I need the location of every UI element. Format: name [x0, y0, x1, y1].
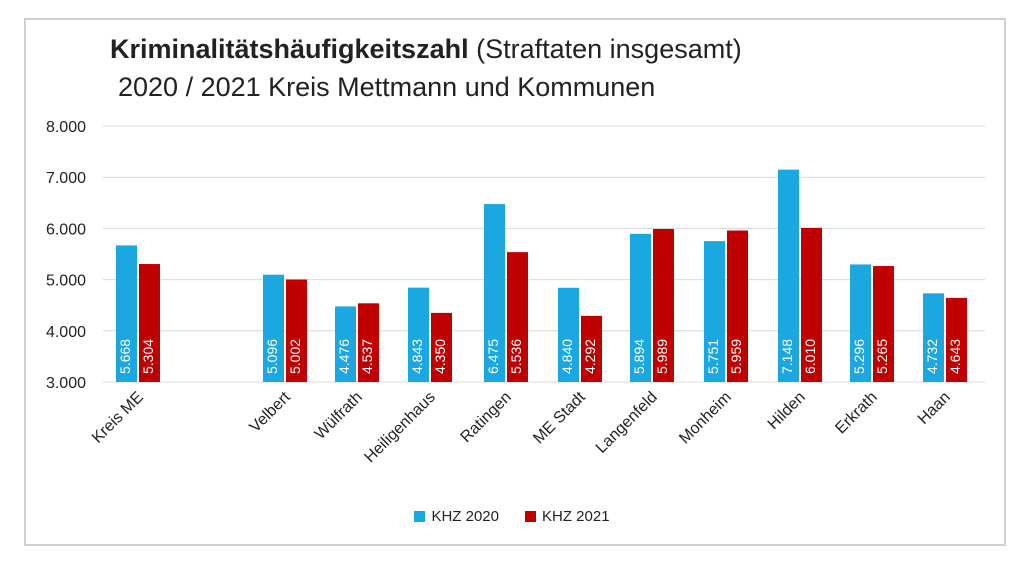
data-label-2020: 6.475	[485, 339, 501, 374]
data-label-2021: 5.536	[508, 339, 524, 374]
chart-title: Kriminalitätshäufigkeitszahl (Straftaten…	[110, 34, 742, 65]
y-tick-label: 8.000	[46, 119, 86, 136]
data-label-2021: 5.304	[140, 339, 156, 374]
bar-2020	[408, 287, 429, 382]
data-label-2021: 4.350	[432, 339, 448, 374]
data-label-2020: 4.732	[924, 339, 940, 374]
bar-2021	[801, 227, 822, 382]
x-tick-label: Kreis ME	[89, 389, 147, 447]
bar-2020	[558, 287, 579, 382]
data-label-2020: 5.296	[851, 339, 867, 374]
legend-item-2021: KHZ 2021	[525, 508, 610, 525]
data-label-2020: 4.843	[409, 339, 425, 374]
y-tick-label: 7.000	[46, 170, 86, 187]
bar-2021	[507, 252, 528, 382]
legend: KHZ 2020 KHZ 2021	[0, 508, 1024, 525]
chart-subtitle: 2020 / 2021 Kreis Mettmann und Kommunen	[118, 72, 656, 102]
data-label-2020: 5.668	[117, 339, 133, 374]
data-label-2021: 6.010	[802, 339, 818, 374]
bar-2020	[116, 245, 137, 382]
data-label-2021: 4.292	[582, 339, 598, 374]
y-tick-label: 6.000	[46, 221, 86, 238]
bar-2021	[286, 279, 307, 382]
y-tick-label: 3.000	[46, 375, 86, 392]
data-label-2021: 5.002	[287, 339, 303, 374]
y-tick-label: 5.000	[46, 273, 86, 290]
legend-label-2021: KHZ 2021	[542, 508, 610, 525]
data-label-2020: 7.148	[779, 339, 795, 374]
chart-title-bold: Kriminalitätshäufigkeitszahl	[110, 34, 469, 64]
x-tick-label: Heiligenhaus	[361, 389, 438, 466]
bar-2020	[630, 233, 651, 382]
bar-2020	[850, 264, 871, 382]
data-label-2020: 5.096	[264, 339, 280, 374]
legend-swatch-2020	[414, 511, 426, 522]
bar-2021	[581, 315, 602, 382]
bar-2020	[704, 241, 725, 382]
x-tick-label: ME Stadt	[530, 388, 589, 447]
legend-label-2020: KHZ 2020	[431, 508, 499, 525]
x-tick-label: Monheim	[676, 389, 735, 448]
bar-2020	[484, 204, 505, 382]
x-tick-label: Ratingen	[458, 389, 515, 446]
data-label-2020: 5.894	[631, 339, 647, 374]
chart-title-rest: (Straftaten insgesamt)	[476, 34, 742, 64]
data-label-2021: 5.265	[874, 339, 890, 374]
bar-2020	[923, 293, 944, 382]
x-tick-label: Erkrath	[832, 389, 880, 437]
y-tick-label: 4.000	[46, 324, 86, 341]
data-label-2020: 5.751	[705, 339, 721, 374]
bar-2020	[778, 169, 799, 382]
x-tick-label: Langenfeld	[593, 389, 661, 457]
bar-2021	[653, 228, 674, 382]
x-tick-label: Hilden	[765, 389, 809, 433]
bar-2021	[727, 230, 748, 382]
bar-2021	[139, 264, 160, 382]
data-label-2021: 4.537	[359, 339, 375, 374]
legend-item-2020: KHZ 2020	[414, 508, 499, 525]
x-tick-label: Wülfrath	[312, 389, 366, 443]
x-tick-label: Velbert	[247, 388, 295, 436]
data-label-2020: 4.840	[559, 339, 575, 374]
data-label-2021: 4.643	[947, 339, 963, 374]
data-label-2020: 4.476	[336, 339, 352, 374]
x-tick-label: Haan	[915, 389, 954, 428]
legend-swatch-2021	[525, 511, 536, 522]
bar-2020	[263, 274, 284, 382]
data-label-2021: 5.959	[728, 339, 744, 374]
bar-2021	[358, 303, 379, 382]
bar-2021	[873, 266, 894, 382]
data-label-2021: 5.989	[654, 339, 670, 374]
bar-2021	[431, 312, 452, 382]
bar-2021	[946, 297, 967, 382]
bar-2020	[335, 306, 356, 382]
